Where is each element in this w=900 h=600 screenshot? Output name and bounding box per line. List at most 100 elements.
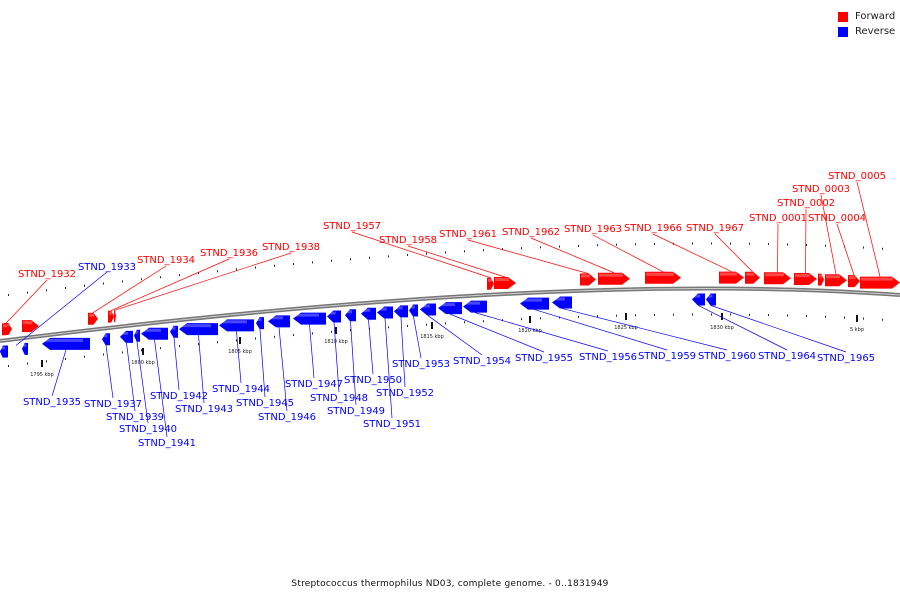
gene-label-stnd-1963[interactable]: STND_1963 (564, 224, 622, 235)
gene-arrow-stnd-1946[interactable] (268, 315, 290, 328)
gene-label-stnd-1936[interactable]: STND_1936 (200, 248, 258, 259)
gene-label-stnd-1954[interactable]: STND_1954 (453, 356, 511, 367)
gene-arrow-stnd-1962[interactable] (598, 272, 630, 285)
gene-arrow-stnd-1955[interactable] (438, 302, 462, 315)
gene-arrow-stnd-1936[interactable] (108, 310, 114, 323)
gene-label-stnd-1932[interactable]: STND_1932 (18, 269, 76, 280)
gene-label-stnd-1964[interactable]: STND_1964 (758, 351, 816, 362)
gene-arrow-stnd-1943[interactable] (179, 323, 218, 336)
gene-label-stnd-1956[interactable]: STND_1956 (579, 352, 637, 363)
gene-label-stnd-1950[interactable]: STND_1950 (344, 375, 402, 386)
gene-label-stnd-1943[interactable]: STND_1943 (175, 404, 233, 415)
gene-highlight (220, 320, 247, 324)
gene-arrow-stnd-1960[interactable] (552, 296, 572, 309)
gene-arrow-stnd-1952[interactable] (394, 305, 408, 318)
gene-label-stnd-0004[interactable]: STND_0004 (808, 213, 866, 224)
gene-arrow-stnd-1963[interactable] (645, 271, 681, 284)
gene-label-stnd-1959[interactable]: STND_1959 (638, 351, 696, 362)
gene-arrow-stnd-1932[interactable] (2, 323, 10, 336)
minor-tick-upper (84, 284, 85, 287)
gene-arrow-stnd-1961[interactable] (580, 273, 596, 286)
minor-tick-upper (730, 242, 731, 245)
gene-label-stnd-1945[interactable]: STND_1945 (236, 398, 294, 409)
gene-arrow-stnd-1950[interactable] (361, 307, 376, 320)
minor-tick-lower (464, 321, 465, 324)
leader-line-STND_1933 (15, 271, 108, 346)
gene-label-stnd-1953[interactable]: STND_1953 (392, 359, 450, 370)
gene-label-stnd-1948[interactable]: STND_1948 (310, 393, 368, 404)
gene-label-stnd-1941[interactable]: STND_1941 (138, 438, 196, 449)
gene-arrow-stnd-0001[interactable] (764, 272, 791, 285)
gene-arrow-stnd-0005[interactable] (860, 276, 900, 289)
gene-label-stnd-1937[interactable]: STND_1937 (84, 399, 142, 410)
gene-arrow-stnd-1953[interactable] (409, 304, 418, 317)
gene-arrow-stnd-1951[interactable] (377, 306, 393, 319)
gene-arrow-stnd-1959[interactable] (520, 297, 549, 310)
gene-label-stnd-1958[interactable]: STND_1958 (379, 235, 437, 246)
gene-label-stnd-1957[interactable]: STND_1957 (323, 221, 381, 232)
gene-label-stnd-0001[interactable]: STND_0001 (749, 213, 807, 224)
gene-label-stnd-1938[interactable]: STND_1938 (262, 242, 320, 253)
minor-tick-lower (8, 364, 9, 367)
gene-label-stnd-1966[interactable]: STND_1966 (624, 223, 682, 234)
gene-arrow-stnd-1964[interactable] (692, 293, 705, 306)
gene-arrow-stnd-1949[interactable] (345, 309, 356, 322)
gene-arrow-stnd-1935[interactable] (42, 337, 90, 350)
minor-tick-upper (635, 243, 636, 246)
gene-arrow-stnd-1940[interactable] (134, 329, 140, 342)
gene-highlight (581, 274, 590, 278)
gene-arrow-stnd-0003[interactable] (825, 274, 847, 287)
leader-line-STND_1951 (384, 318, 393, 419)
gene-arrow-stnd-1948[interactable] (327, 310, 341, 323)
gene-arrow-unlabelled[interactable] (22, 320, 39, 333)
gene-arrow-stnd-1956[interactable] (463, 300, 487, 313)
gene-label-stnd-1933[interactable]: STND_1933 (78, 262, 136, 273)
minor-tick-lower (217, 341, 218, 344)
minor-tick-upper (768, 243, 769, 246)
gene-label-stnd-1952[interactable]: STND_1952 (376, 388, 434, 399)
gene-label-stnd-1951[interactable]: STND_1951 (363, 419, 421, 430)
gene-arrow-stnd-1966[interactable] (719, 271, 744, 284)
gene-label-stnd-1944[interactable]: STND_1944 (212, 384, 270, 395)
gene-label-stnd-1942[interactable]: STND_1942 (150, 391, 208, 402)
gene-label-stnd-1949[interactable]: STND_1949 (327, 406, 385, 417)
gene-arrow-unlabelled[interactable] (22, 342, 28, 355)
gene-label-stnd-1965[interactable]: STND_1965 (817, 353, 875, 364)
gene-arrow-stnd-1958[interactable] (494, 277, 516, 289)
minor-tick-lower (103, 353, 104, 356)
gene-label-stnd-1967[interactable]: STND_1967 (686, 223, 744, 234)
gene-label-stnd-1960[interactable]: STND_1960 (698, 351, 756, 362)
gene-arrow-unlabelled[interactable] (818, 273, 824, 286)
gene-label-stnd-1934[interactable]: STND_1934 (137, 255, 195, 266)
gene-highlight (746, 272, 755, 276)
gene-label-stnd-1935[interactable]: STND_1935 (23, 397, 81, 408)
gene-arrow-stnd-1954[interactable] (420, 303, 436, 316)
gene-label-stnd-0002[interactable]: STND_0002 (777, 198, 835, 209)
gene-arrow-stnd-1945[interactable] (256, 317, 264, 330)
gene-label-stnd-1961[interactable]: STND_1961 (439, 229, 497, 240)
gene-label-stnd-1947[interactable]: STND_1947 (285, 379, 343, 390)
gene-arrow-stnd-1957[interactable] (487, 277, 494, 290)
gene-arrow-stnd-1944[interactable] (219, 319, 254, 332)
gene-arrow-stnd-1934[interactable] (88, 312, 98, 325)
gene-label-stnd-1940[interactable]: STND_1940 (119, 424, 177, 435)
gene-label-stnd-1946[interactable]: STND_1946 (258, 412, 316, 423)
gene-label-stnd-1962[interactable]: STND_1962 (502, 227, 560, 238)
minor-tick-upper (654, 242, 655, 245)
gene-arrow-stnd-1942[interactable] (170, 325, 178, 338)
gene-arrow-stnd-1947[interactable] (293, 312, 326, 325)
gene-label-stnd-1955[interactable]: STND_1955 (515, 353, 573, 364)
gene-arrow-stnd-1941[interactable] (141, 327, 168, 340)
gene-highlight (328, 311, 336, 315)
gene-arrow-stnd-1937[interactable] (102, 333, 110, 346)
gene-arrow-stnd-1938[interactable] (114, 310, 116, 323)
gene-arrow-stnd-1965[interactable] (706, 293, 716, 306)
gene-arrow-stnd-0004[interactable] (848, 275, 860, 288)
gene-arrow-stnd-0002[interactable] (794, 273, 817, 286)
gene-label-stnd-0005[interactable]: STND_0005 (828, 171, 886, 182)
gene-arrow-stnd-1967[interactable] (745, 271, 760, 284)
gene-arrow-stnd-1933[interactable] (0, 345, 8, 358)
gene-label-stnd-0003[interactable]: STND_0003 (792, 184, 850, 195)
gene-label-stnd-1939[interactable]: STND_1939 (106, 412, 164, 423)
gene-arrow-stnd-1939[interactable] (120, 330, 133, 343)
